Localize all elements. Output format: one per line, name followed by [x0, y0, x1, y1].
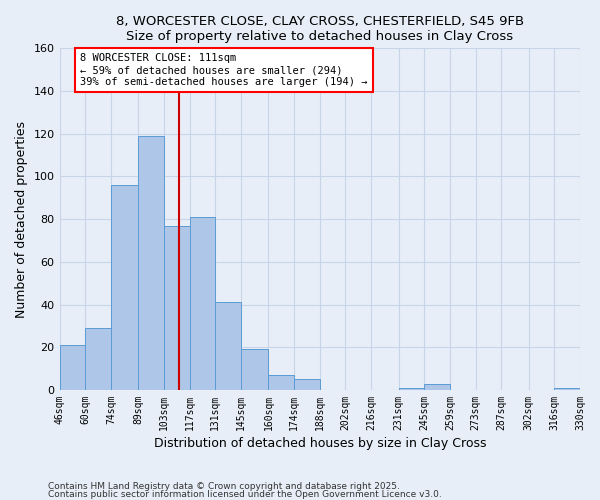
- Bar: [554, 388, 580, 390]
- Bar: [111, 185, 139, 390]
- Title: 8, WORCESTER CLOSE, CLAY CROSS, CHESTERFIELD, S45 9FB
Size of property relative : 8, WORCESTER CLOSE, CLAY CROSS, CHESTERF…: [116, 15, 524, 43]
- Text: Contains public sector information licensed under the Open Government Licence v3: Contains public sector information licen…: [48, 490, 442, 499]
- Bar: [59, 345, 85, 390]
- Bar: [215, 302, 241, 390]
- Bar: [139, 136, 164, 390]
- Bar: [268, 375, 294, 390]
- Bar: [424, 384, 450, 390]
- Text: 8 WORCESTER CLOSE: 111sqm
← 59% of detached houses are smaller (294)
39% of semi: 8 WORCESTER CLOSE: 111sqm ← 59% of detac…: [80, 54, 368, 86]
- Bar: [398, 388, 424, 390]
- Bar: [294, 380, 320, 390]
- Bar: [241, 350, 268, 390]
- Bar: [85, 328, 111, 390]
- Bar: [164, 226, 190, 390]
- Y-axis label: Number of detached properties: Number of detached properties: [15, 120, 28, 318]
- Text: Contains HM Land Registry data © Crown copyright and database right 2025.: Contains HM Land Registry data © Crown c…: [48, 482, 400, 491]
- Bar: [190, 217, 215, 390]
- X-axis label: Distribution of detached houses by size in Clay Cross: Distribution of detached houses by size …: [154, 437, 486, 450]
